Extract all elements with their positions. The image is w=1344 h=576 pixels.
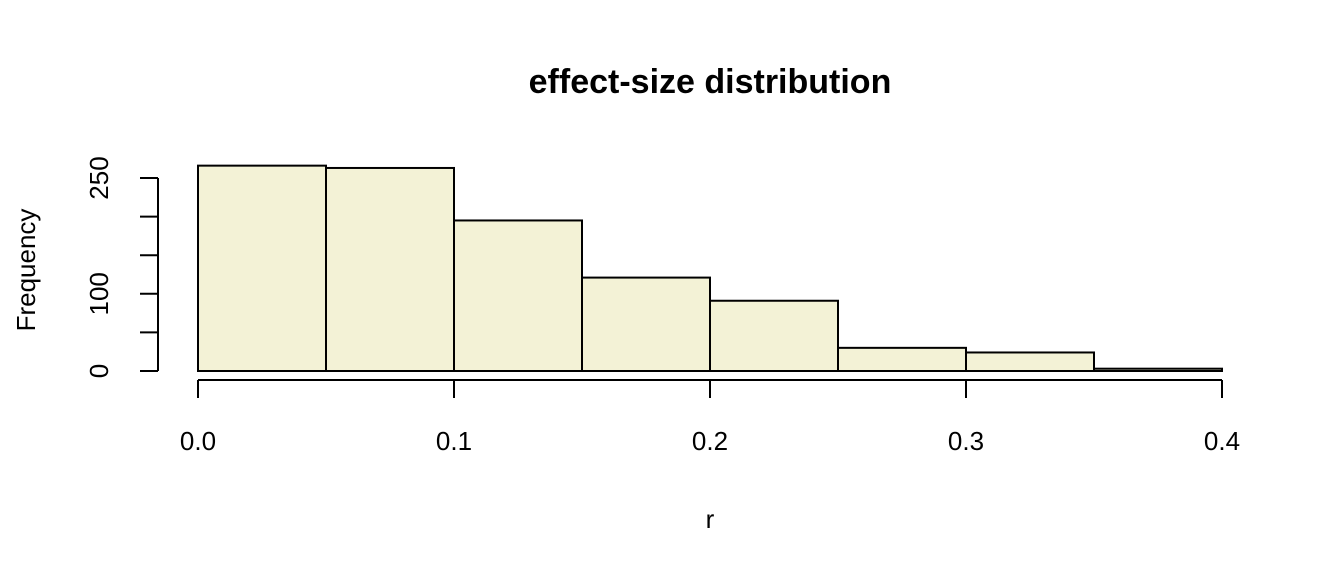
y-tick-label: 250 bbox=[84, 156, 114, 199]
x-axis-label: r bbox=[706, 504, 715, 534]
histogram-bar-0 bbox=[197, 164, 327, 372]
x-axis: 0.0 0.1 0.2 0.3 0.4 bbox=[180, 379, 1240, 456]
y-axis-label: Frequency bbox=[11, 209, 41, 332]
histogram-bar-5 bbox=[837, 346, 967, 372]
histogram-bar-4 bbox=[709, 299, 839, 372]
histogram-bar-1 bbox=[325, 166, 455, 372]
histogram-bar-2 bbox=[453, 219, 583, 372]
histogram-bar-3 bbox=[581, 276, 711, 373]
x-tick-label: 0.2 bbox=[692, 426, 728, 456]
x-tick-label: 0.0 bbox=[180, 426, 216, 456]
histogram-bars bbox=[197, 164, 1223, 373]
histogram-bar-7 bbox=[1093, 367, 1223, 372]
histogram-bar-6 bbox=[965, 351, 1095, 372]
y-tick-label: 100 bbox=[84, 272, 114, 315]
x-tick-label: 0.1 bbox=[436, 426, 472, 456]
y-axis: 0 100 250 bbox=[84, 156, 159, 378]
chart-title: effect-size distribution bbox=[529, 63, 892, 101]
y-tick-label: 0 bbox=[84, 364, 114, 378]
x-tick-label: 0.3 bbox=[948, 426, 984, 456]
x-tick-label: 0.4 bbox=[1204, 426, 1240, 456]
